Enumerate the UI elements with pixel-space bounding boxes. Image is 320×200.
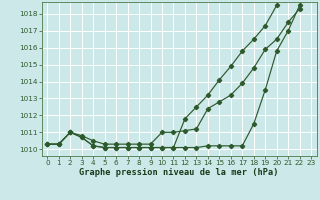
X-axis label: Graphe pression niveau de la mer (hPa): Graphe pression niveau de la mer (hPa) bbox=[79, 168, 279, 177]
